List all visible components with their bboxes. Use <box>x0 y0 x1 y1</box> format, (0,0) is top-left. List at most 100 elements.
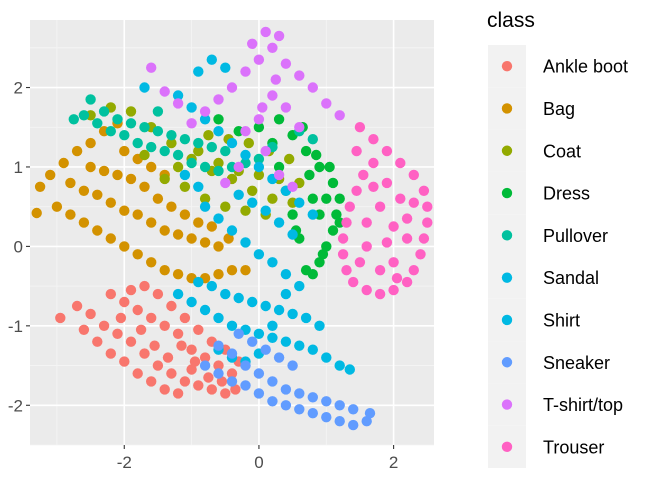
point-bag <box>85 161 96 173</box>
point-bag <box>223 233 234 244</box>
legend-item-pullover: Pullover <box>488 214 608 257</box>
point-bag <box>146 161 157 173</box>
point-trouser <box>422 201 433 212</box>
point-ankle-boot <box>186 364 197 375</box>
point-sandal <box>226 320 238 331</box>
point-bag <box>78 185 90 196</box>
point-shirt <box>139 82 150 93</box>
point-shirt <box>233 189 244 200</box>
legend-items: Ankle boot Bag Coat Dress Pullover Sandal Shir… <box>488 45 628 468</box>
point-shirt <box>193 181 204 192</box>
point-pullover <box>68 114 80 125</box>
point-shirt <box>260 205 271 216</box>
point-pullover <box>125 118 137 129</box>
point-t-shirt-top <box>270 74 281 85</box>
point-ankle-boot <box>159 384 170 395</box>
point-ankle-boot <box>193 324 204 335</box>
point-ankle-boot <box>55 312 66 324</box>
point-sandal <box>253 328 265 339</box>
point-sneaker <box>280 400 292 411</box>
legend-marker <box>501 441 513 453</box>
point-sandal <box>294 340 305 351</box>
point-ankle-boot <box>105 348 117 359</box>
point-sneaker <box>253 368 265 379</box>
point-bag <box>179 209 191 220</box>
legend-item-dress: Dress <box>488 171 590 215</box>
point-bag <box>193 217 204 228</box>
point-ankle-boot <box>139 348 150 359</box>
point-sneaker <box>267 396 278 407</box>
point-pullover <box>166 130 177 141</box>
point-ankle-boot <box>152 288 164 300</box>
point-sandal <box>213 312 224 324</box>
point-bag <box>199 237 211 248</box>
point-pullover <box>199 161 211 173</box>
point-ankle-boot <box>149 340 160 351</box>
point-trouser <box>388 221 399 232</box>
point-trouser <box>381 145 393 157</box>
point-trouser <box>351 145 362 157</box>
point-t-shirt-top <box>240 66 251 77</box>
point-shirt <box>273 217 285 228</box>
point-ankle-boot <box>105 288 117 300</box>
point-sneaker <box>361 416 372 427</box>
point-shirt <box>220 62 231 73</box>
point-pullover <box>307 134 318 145</box>
point-shirt <box>186 102 197 113</box>
point-pullover <box>193 137 204 149</box>
point-t-shirt-top <box>253 54 265 65</box>
point-sandal <box>287 308 298 320</box>
point-bag <box>146 257 157 268</box>
point-coat <box>199 193 211 204</box>
point-ankle-boot <box>152 360 164 371</box>
legend-marker <box>501 103 513 114</box>
point-pullover <box>119 130 130 141</box>
point-t-shirt-top <box>280 102 292 113</box>
point-ankle-boot <box>172 388 184 399</box>
point-t-shirt-top <box>247 38 258 49</box>
point-trouser <box>415 249 426 260</box>
point-bag <box>125 173 137 185</box>
point-trouser <box>368 181 379 192</box>
point-trouser <box>361 217 372 228</box>
point-shirt <box>226 225 238 236</box>
point-dress <box>287 209 298 220</box>
point-pullover <box>186 157 197 169</box>
point-bag <box>172 229 184 240</box>
point-dress <box>300 145 312 157</box>
point-sandal <box>300 312 312 324</box>
point-bag <box>31 207 42 219</box>
point-sneaker <box>240 360 251 371</box>
point-ankle-boot <box>199 352 211 363</box>
point-shirt <box>307 209 318 220</box>
point-dress <box>304 169 315 181</box>
point-trouser <box>381 177 393 189</box>
point-pullover <box>172 149 184 161</box>
point-trouser <box>388 257 399 268</box>
point-dress <box>327 177 339 189</box>
point-bag <box>45 169 56 181</box>
point-ankle-boot <box>166 368 177 379</box>
point-bag <box>119 205 130 216</box>
point-t-shirt-top <box>199 106 211 117</box>
point-sneaker <box>213 340 224 351</box>
point-ankle-boot <box>226 368 238 379</box>
point-bag <box>166 201 177 212</box>
legend-label: Bag <box>543 99 575 119</box>
point-ankle-boot <box>135 324 147 335</box>
point-sneaker <box>334 416 345 427</box>
point-t-shirt-top <box>267 42 278 53</box>
point-bag <box>139 181 150 192</box>
point-ankle-boot <box>146 312 157 324</box>
point-pullover <box>78 110 90 121</box>
point-trouser <box>408 265 419 276</box>
point-bag <box>213 241 224 252</box>
point-t-shirt-top <box>240 126 251 137</box>
point-sandal <box>344 364 355 375</box>
point-shirt <box>193 66 204 77</box>
point-ankle-boot <box>98 320 110 331</box>
point-trouser <box>408 197 419 208</box>
point-dress <box>321 193 332 204</box>
point-t-shirt-top <box>321 98 332 109</box>
legend-label: Shirt <box>543 310 580 330</box>
